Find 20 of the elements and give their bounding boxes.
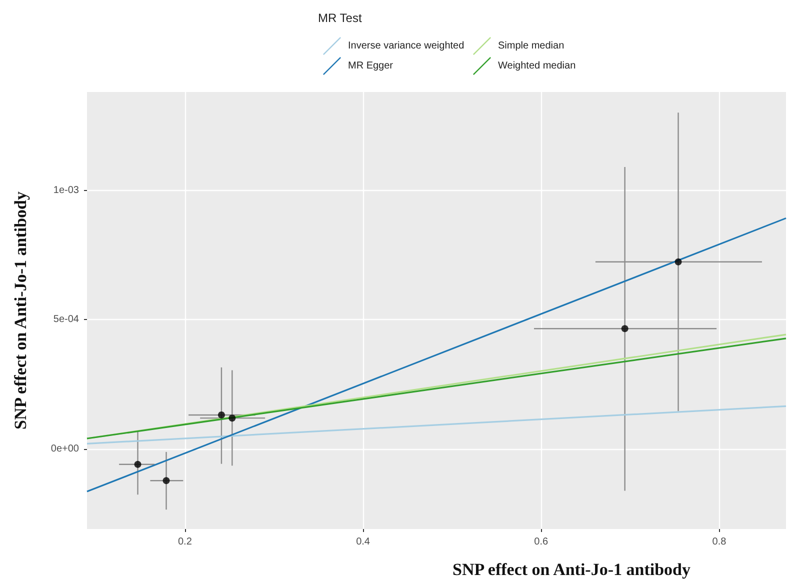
legend-title: MR Test xyxy=(318,11,362,25)
point xyxy=(674,258,682,266)
y-tick-label: 5e-04 xyxy=(53,314,80,326)
point xyxy=(228,414,236,422)
point xyxy=(621,325,628,332)
x-tick-label: 0.4 xyxy=(356,536,370,548)
legend-label: Inverse variance weighted xyxy=(348,40,464,52)
point xyxy=(134,460,142,468)
x-tick-label: 0.2 xyxy=(178,536,192,548)
y-tick-label: 0e+00 xyxy=(50,443,80,454)
legend-label: MR Egger xyxy=(348,60,394,72)
x-axis-title: SNP effect on Anti-Jo-1 antibody xyxy=(452,560,691,579)
legend-label: Weighted median xyxy=(498,60,576,72)
y-axis-title: SNP effect on Anti-Jo-1 antibody xyxy=(11,191,30,430)
y-tick-label: 1e-03 xyxy=(53,184,80,196)
point xyxy=(162,477,170,484)
x-tick-label: 0.8 xyxy=(712,536,727,548)
point xyxy=(218,411,225,418)
x-tick-label: 0.6 xyxy=(534,536,549,548)
legend-label: Simple median xyxy=(498,40,564,52)
